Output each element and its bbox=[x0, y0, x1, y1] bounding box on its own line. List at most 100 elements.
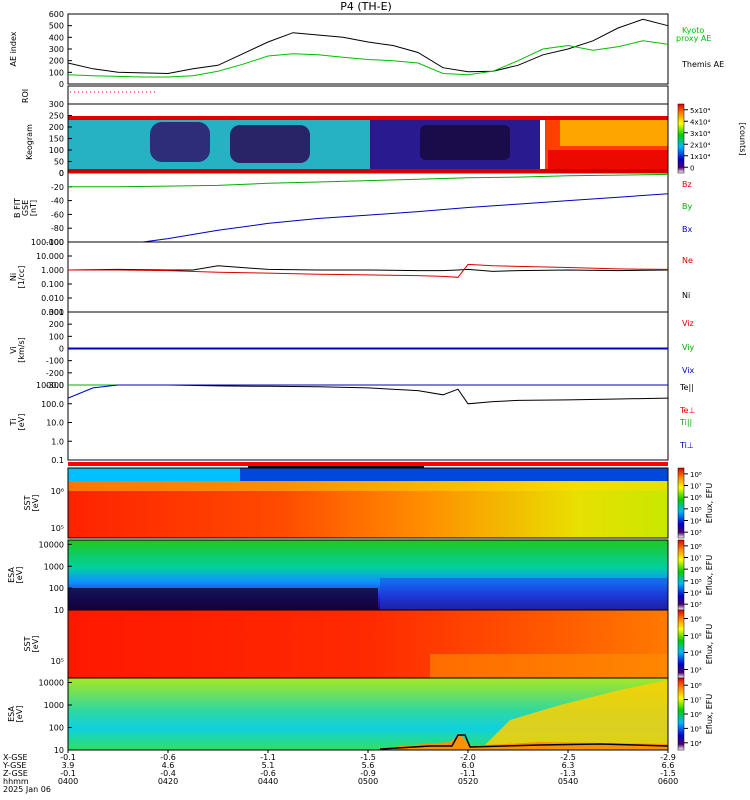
colorbar-tick-label: 10⁷ bbox=[690, 697, 702, 705]
legend-bz: Bz bbox=[682, 180, 692, 189]
y-tick-label: 10.0 bbox=[46, 419, 64, 428]
footer-value-x: -1.5 bbox=[360, 753, 376, 762]
footer-value-x: -0.6 bbox=[160, 753, 176, 762]
legend-te-par: Te|| bbox=[679, 383, 694, 392]
bfield-frame bbox=[67, 172, 669, 243]
temperature-y-ticks: 0.1 1.0 10.0 100.0 1000.0 bbox=[36, 381, 72, 465]
keogram-panel: Keogram 0 50 100 150 200 250 300 5x10⁴ 4x10⁴ 3x1… bbox=[25, 100, 747, 178]
footer-value-x: -1.1 bbox=[260, 753, 276, 762]
esa-i-y-ticks: 10 100 1000 10000 bbox=[39, 679, 72, 755]
keogram-bottom-band bbox=[68, 169, 668, 173]
density-ylabel-unit: [1/cc] bbox=[17, 266, 26, 289]
colorbar-tick-label: 10⁷ bbox=[690, 483, 702, 491]
colorbar-tick-label: 10⁶ bbox=[690, 566, 702, 574]
footer-value-y: 5.1 bbox=[262, 761, 275, 770]
y-tick-label: 100.000 bbox=[31, 238, 64, 247]
y-tick-label: -80 bbox=[51, 224, 64, 233]
mode-bar bbox=[68, 462, 668, 468]
footer-value-z: -1.3 bbox=[560, 769, 576, 778]
y-tick-label: 300 bbox=[49, 100, 64, 109]
colorbar-tick-label: 5x10⁴ bbox=[690, 107, 711, 115]
y-tick-label: 600 bbox=[49, 10, 64, 19]
esa-e-fade-right bbox=[380, 578, 668, 610]
colorbar-tick-label: 10⁸ bbox=[690, 543, 702, 551]
y-tick-label: 1000.0 bbox=[36, 381, 64, 390]
mode-bar-red bbox=[68, 462, 668, 466]
y-tick-label: 400 bbox=[49, 33, 64, 42]
colorbar-tick-label: 10⁴ bbox=[690, 518, 702, 526]
keogram-dark-patch-1 bbox=[150, 122, 210, 162]
colorbar-tick-label: 10³ bbox=[690, 667, 702, 675]
keogram-colorbar bbox=[677, 103, 685, 174]
mode-bar-black bbox=[248, 466, 424, 468]
footer-value-t: 0500 bbox=[358, 777, 378, 786]
sst-electron-panel: SST [eV] 10⁶ 10⁵ 10⁸ 10⁷ 10⁶ 10⁵ 10⁴ 10³ Eflu… bbox=[23, 467, 714, 539]
sst-e-ytick-1e5: 10⁵ bbox=[51, 524, 64, 533]
colorbar-tick-label: 10⁵ bbox=[690, 578, 702, 586]
sst-i-colorbar bbox=[677, 609, 685, 679]
colorbar-tick-label: 10⁴ bbox=[690, 740, 702, 748]
temperature-panel: Ti [eV] 0.1 1.0 10.0 100.0 1000.0 Te|| Te⊥ T… bbox=[9, 381, 695, 465]
footer-value-x: -0.1 bbox=[60, 753, 76, 762]
temperature-series bbox=[67, 384, 669, 405]
density-frame bbox=[67, 241, 669, 313]
y-tick-label: 0 bbox=[59, 80, 64, 89]
sst-i-ylabel-unit: [eV] bbox=[31, 636, 40, 653]
bfield-ylabel-unit: [nT] bbox=[29, 200, 38, 216]
sst-e-second-band bbox=[68, 481, 668, 491]
footer-value-x: -2.5 bbox=[560, 753, 576, 762]
footer-value-y: 4.6 bbox=[162, 761, 175, 770]
legend-themis-ae: Themis AE bbox=[681, 60, 724, 69]
esa-e-colorbar bbox=[677, 539, 685, 611]
sst-e-ytick-1e6: 10⁶ bbox=[51, 487, 64, 496]
footer-label-xgse: X-GSE bbox=[3, 753, 28, 762]
legend-ni: Ni bbox=[682, 291, 690, 300]
esa-e-low-dark bbox=[68, 588, 378, 610]
y-tick-label: 300 bbox=[49, 308, 64, 317]
sst-i-lower-band bbox=[430, 654, 668, 678]
y-tick-label: 0 bbox=[59, 169, 64, 178]
density-ylabel: Ni bbox=[9, 273, 18, 281]
esa-i-black-trace bbox=[379, 734, 669, 750]
density-panel: Ni [1/cc] 0.001 0.010 0.100 1.000 10.000 100.… bbox=[9, 238, 693, 317]
y-tick-label: -60 bbox=[51, 210, 64, 219]
y-tick-label: 100 bbox=[49, 724, 64, 733]
y-tick-label: -200 bbox=[46, 369, 64, 378]
y-tick-label: 10000 bbox=[39, 540, 64, 549]
series-line-ne bbox=[68, 263, 669, 278]
y-tick-label: 200 bbox=[49, 320, 64, 329]
colorbar-tick-label: 4x10⁴ bbox=[690, 118, 711, 126]
keogram-bg-left bbox=[68, 116, 378, 173]
y-tick-label: 1.000 bbox=[41, 266, 64, 275]
y-tick-label: 10.000 bbox=[36, 252, 64, 261]
y-tick-label: 100 bbox=[49, 146, 64, 155]
y-tick-label: 10000 bbox=[39, 679, 64, 688]
colorbar-tick-label: 10³ bbox=[690, 529, 702, 537]
keogram-dark-patch-2 bbox=[230, 125, 310, 163]
colorbar-tick-label: 10⁴ bbox=[690, 650, 702, 658]
bfield-ylabel: B FIT bbox=[13, 198, 22, 218]
y-tick-label: 0 bbox=[59, 345, 64, 354]
keogram-y-ticks: 0 50 100 150 200 250 300 bbox=[49, 100, 72, 178]
series-line-themis-ae bbox=[67, 18, 669, 75]
roi-panel: ROI bbox=[21, 85, 669, 105]
y-tick-label: -100 bbox=[46, 238, 64, 247]
y-tick-label: 100 bbox=[49, 584, 64, 593]
footer-label-zgse: Z-GSE bbox=[3, 769, 28, 778]
esa-i-ylabel-unit: [eV] bbox=[15, 706, 24, 723]
y-tick-label: 1000 bbox=[44, 701, 64, 710]
sst-e-frame bbox=[67, 467, 669, 539]
y-tick-label: -100 bbox=[46, 357, 64, 366]
legend-vix: Vix bbox=[682, 366, 695, 375]
colorbar-tick-label: 10⁴ bbox=[690, 590, 702, 598]
density-y-ticks: 0.001 0.010 0.100 1.000 10.000 100.000 bbox=[31, 238, 72, 317]
series-line-kyoto-proxy-ae bbox=[67, 40, 669, 78]
y-tick-label: 50 bbox=[54, 158, 64, 167]
footer-value-y: 3.9 bbox=[62, 761, 75, 770]
footer-value-x: -2.9 bbox=[660, 753, 676, 762]
colorbar-tick-label: 3x10⁴ bbox=[690, 130, 711, 138]
y-tick-label: -300 bbox=[46, 381, 64, 390]
keogram-red-band bbox=[548, 150, 668, 170]
